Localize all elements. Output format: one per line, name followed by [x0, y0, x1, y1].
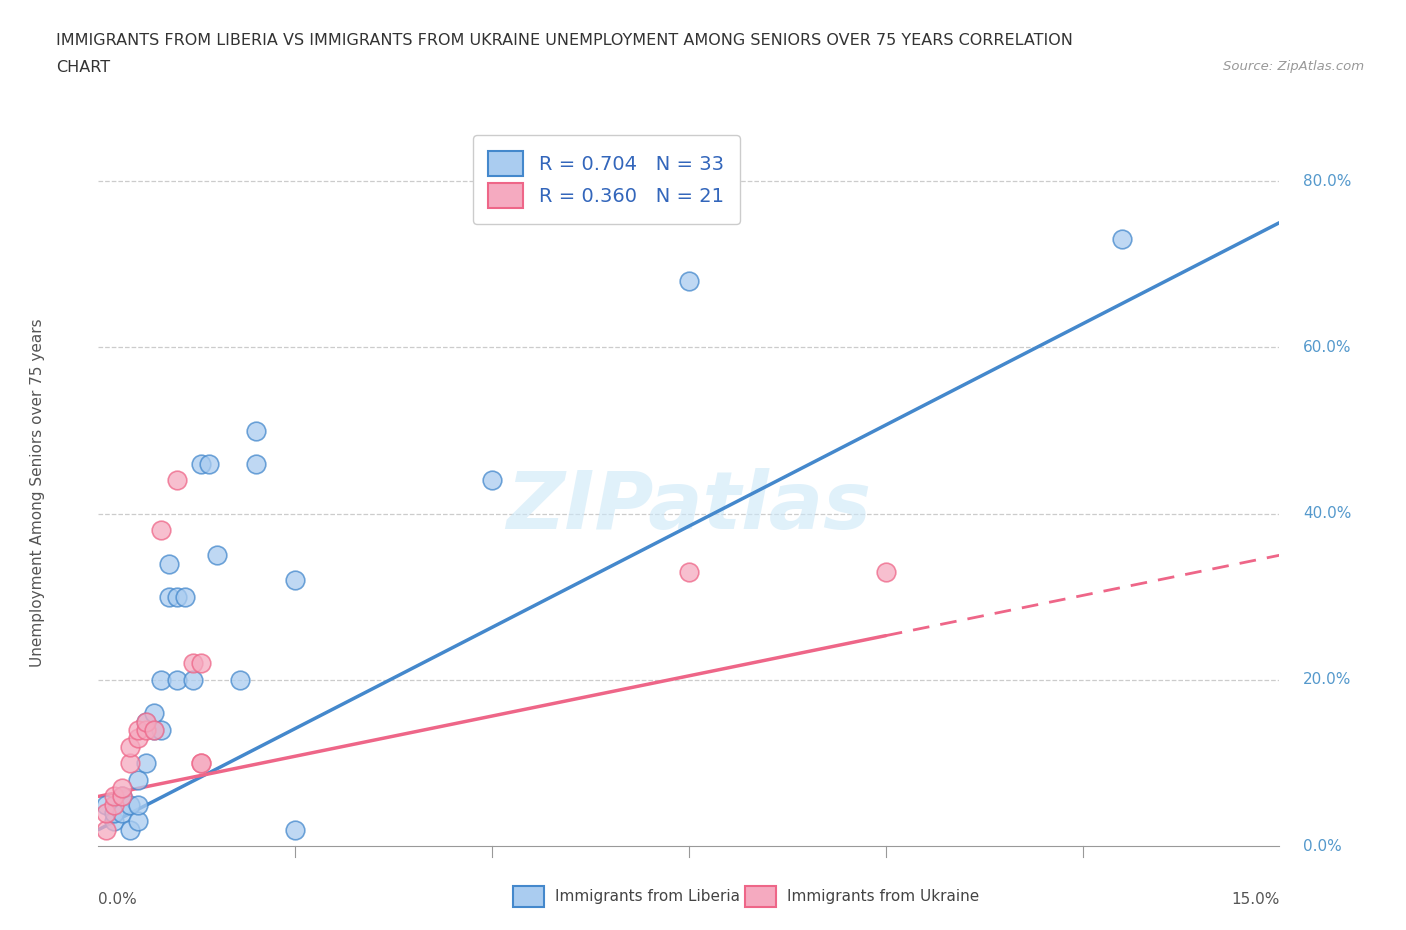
Point — [135, 723, 157, 737]
Point — [118, 822, 141, 837]
Point — [284, 573, 307, 588]
Point — [111, 789, 134, 804]
Text: 15.0%: 15.0% — [1232, 892, 1279, 907]
Point — [174, 590, 197, 604]
Point — [678, 565, 700, 579]
Point — [142, 723, 165, 737]
Point — [481, 473, 503, 488]
Point — [190, 756, 212, 771]
Point — [157, 590, 180, 604]
Point — [111, 805, 134, 820]
Point — [284, 822, 307, 837]
Point — [118, 756, 141, 771]
Text: ZIPatlas: ZIPatlas — [506, 468, 872, 546]
Point — [229, 672, 252, 687]
Point — [96, 822, 118, 837]
Point — [127, 731, 149, 746]
Point — [135, 714, 157, 729]
Text: 20.0%: 20.0% — [1303, 672, 1351, 687]
Point — [150, 672, 173, 687]
Point — [118, 797, 141, 812]
Point — [142, 706, 165, 721]
Point — [135, 756, 157, 771]
Point — [166, 473, 188, 488]
Point — [150, 523, 173, 538]
Point — [103, 797, 125, 812]
Text: Immigrants from Liberia: Immigrants from Liberia — [555, 889, 741, 904]
Point — [103, 814, 125, 829]
Point — [150, 723, 173, 737]
Point — [103, 805, 125, 820]
Text: Source: ZipAtlas.com: Source: ZipAtlas.com — [1223, 60, 1364, 73]
Point — [111, 780, 134, 795]
Point — [678, 273, 700, 288]
Text: IMMIGRANTS FROM LIBERIA VS IMMIGRANTS FROM UKRAINE UNEMPLOYMENT AMONG SENIORS OV: IMMIGRANTS FROM LIBERIA VS IMMIGRANTS FR… — [56, 33, 1073, 47]
Text: Immigrants from Ukraine: Immigrants from Ukraine — [787, 889, 980, 904]
Point — [166, 590, 188, 604]
Point — [181, 656, 204, 671]
Point — [127, 772, 149, 787]
Point — [190, 756, 212, 771]
Point — [127, 723, 149, 737]
Text: 0.0%: 0.0% — [1303, 839, 1341, 854]
Text: 60.0%: 60.0% — [1303, 339, 1351, 355]
Legend: R = 0.704   N = 33, R = 0.360   N = 21: R = 0.704 N = 33, R = 0.360 N = 21 — [472, 135, 740, 224]
Point — [127, 797, 149, 812]
Point — [96, 805, 118, 820]
Point — [127, 814, 149, 829]
Point — [1111, 232, 1133, 246]
Point — [135, 714, 157, 729]
Point — [118, 739, 141, 754]
Point — [96, 797, 118, 812]
Point — [103, 789, 125, 804]
Point — [157, 556, 180, 571]
Text: 80.0%: 80.0% — [1303, 174, 1351, 189]
Point — [205, 548, 228, 563]
Point — [190, 656, 212, 671]
Text: CHART: CHART — [56, 60, 110, 75]
Text: Unemployment Among Seniors over 75 years: Unemployment Among Seniors over 75 years — [30, 319, 45, 667]
Point — [181, 672, 204, 687]
Point — [142, 723, 165, 737]
Point — [190, 457, 212, 472]
Point — [197, 457, 219, 472]
Text: 0.0%: 0.0% — [98, 892, 138, 907]
Point — [245, 423, 267, 438]
Point — [166, 672, 188, 687]
Text: 40.0%: 40.0% — [1303, 506, 1351, 521]
Point — [111, 789, 134, 804]
Point — [245, 457, 267, 472]
Point — [875, 565, 897, 579]
